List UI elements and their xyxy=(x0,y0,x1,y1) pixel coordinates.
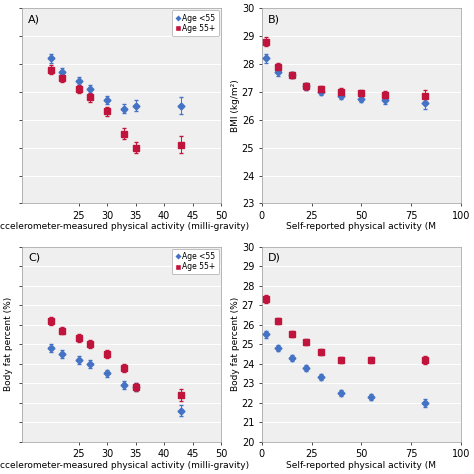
Text: D): D) xyxy=(268,253,281,263)
X-axis label: Accelerometer-measured physical activity (milli-gravity): Accelerometer-measured physical activity… xyxy=(0,222,249,231)
Y-axis label: BMI (kg/m²): BMI (kg/m²) xyxy=(231,80,240,132)
Text: A): A) xyxy=(28,14,40,24)
X-axis label: Self-reported physical activity (M: Self-reported physical activity (M xyxy=(286,461,436,470)
Text: B): B) xyxy=(268,14,280,24)
Legend: Age <55, Age 55+: Age <55, Age 55+ xyxy=(172,10,219,36)
X-axis label: Self-reported physical activity (M: Self-reported physical activity (M xyxy=(286,222,436,231)
Y-axis label: Body fat percent (%): Body fat percent (%) xyxy=(231,297,240,392)
Text: C): C) xyxy=(28,253,40,263)
Legend: Age <55, Age 55+: Age <55, Age 55+ xyxy=(172,249,219,274)
X-axis label: Accelerometer-measured physical activity (milli-gravity): Accelerometer-measured physical activity… xyxy=(0,461,249,470)
Y-axis label: Body fat percent (%): Body fat percent (%) xyxy=(4,297,13,392)
